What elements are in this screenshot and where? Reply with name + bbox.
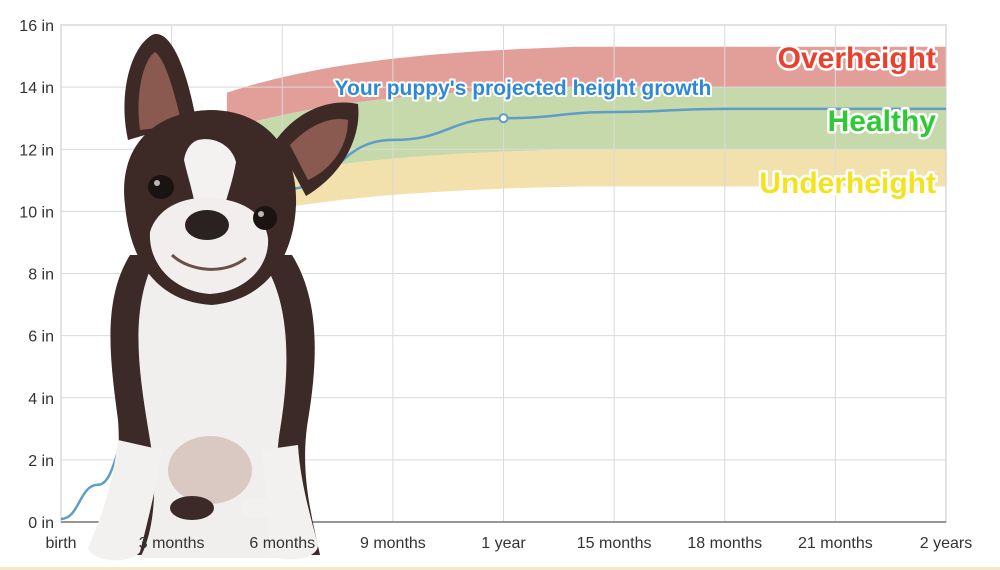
dog-chest: [138, 270, 290, 558]
dog-left-eye: [148, 175, 174, 199]
growth-marker-1-year: [498, 113, 509, 124]
x-tick-label: 2 years: [920, 535, 972, 552]
band-healthy: [226, 87, 946, 186]
band-labels: Your puppy's projected height growth Over…: [333, 40, 939, 203]
band-label-overheight: Overheight: [778, 42, 936, 75]
dog-right-eye: [253, 206, 277, 230]
y-tick-label: 6 in: [28, 329, 54, 346]
dog-mouth: [170, 253, 247, 271]
axis-tick-labels: 0 in 2 in 4 in 6 in 8 in 10 in 12 in 14 in 16 in…: [19, 18, 972, 552]
dog-right-ear-inner: [290, 119, 348, 180]
dog-front-leg-left: [88, 440, 162, 561]
x-tick-label: 18 months: [687, 535, 762, 552]
y-tick-label: 8 in: [28, 267, 54, 284]
y-tick-label: 16 in: [19, 18, 54, 35]
dog-face-blaze: [184, 139, 236, 212]
dog-left-ear-inner: [138, 52, 182, 130]
dog-belly: [168, 436, 252, 504]
dog-hind-paw-right: [242, 498, 270, 518]
y-tick-label: 4 in: [28, 391, 54, 408]
dog-hind-paw-left: [170, 496, 214, 520]
height-bands: [226, 46, 946, 219]
y-tick-label: 10 in: [19, 204, 54, 221]
y-tick-label: 2 in: [28, 453, 54, 470]
band-overheight: [226, 46, 946, 130]
x-tick-label: 21 months: [798, 535, 873, 552]
band-underheight: [226, 149, 946, 219]
y-tick-label: 12 in: [19, 142, 54, 159]
y-tick-label: 14 in: [19, 80, 54, 97]
growth-curve-label: Your puppy's projected height growth: [335, 77, 712, 100]
dog-nose: [185, 210, 229, 240]
dog-muzzle: [149, 197, 269, 294]
x-tick-label: 15 months: [577, 535, 652, 552]
x-tick-label: 3 months: [139, 535, 205, 552]
band-label-underheight: Underheight: [759, 167, 936, 200]
y-tick-label: 0 in: [28, 515, 54, 532]
bottom-strip: [0, 567, 1000, 570]
x-tick-label: 6 months: [249, 535, 315, 552]
x-tick-label: 1 year: [481, 535, 526, 552]
band-label-healthy: Healthy: [828, 105, 937, 138]
x-tick-label: birth: [45, 535, 76, 552]
x-tick-label: 9 months: [360, 535, 426, 552]
boston-terrier-puppy-image: [88, 34, 359, 561]
dog-front-leg-right: [262, 445, 318, 560]
